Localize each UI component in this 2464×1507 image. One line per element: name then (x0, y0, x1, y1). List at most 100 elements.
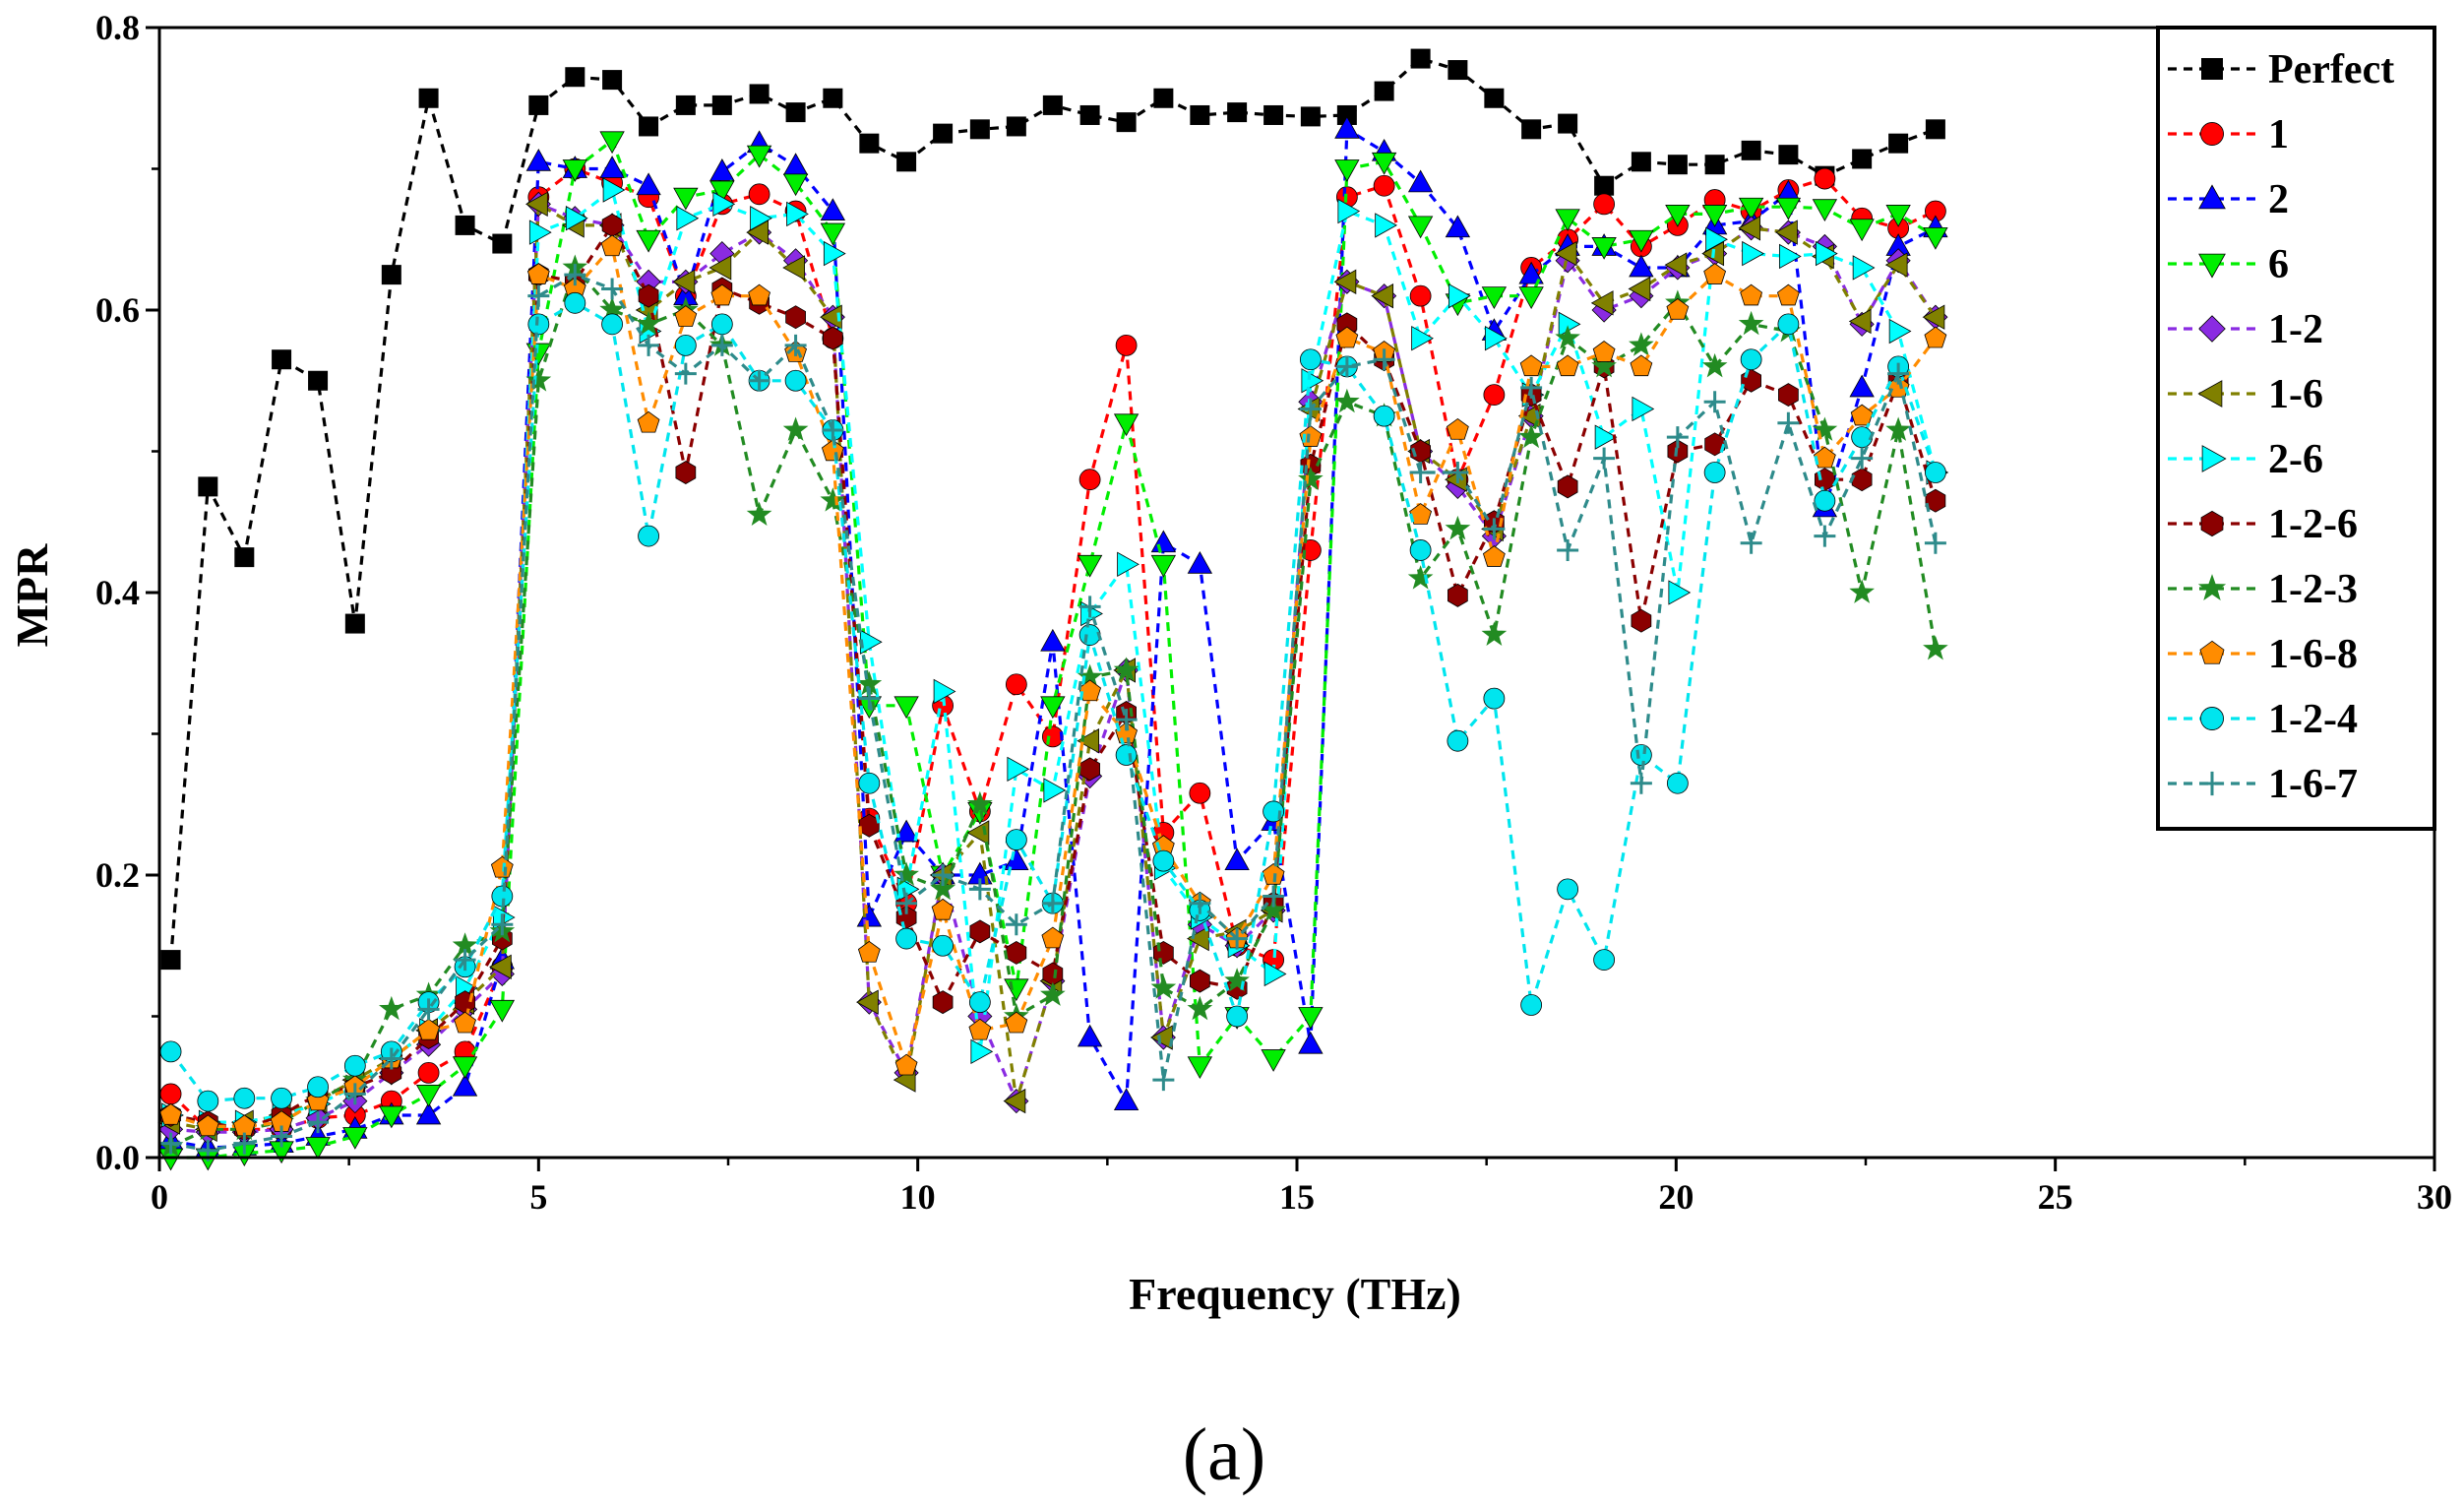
data-point-1-6-7-2 (233, 1132, 256, 1155)
data-point-Perfect-11 (565, 67, 585, 88)
data-point-6-26 (1113, 413, 1140, 437)
data-point-1-36 (1483, 384, 1506, 407)
legend-label-1-2-4: 1-2-4 (2268, 697, 2358, 742)
data-point-1-45 (1814, 167, 1836, 190)
data-point-2-6-33 (1375, 213, 1397, 238)
data-point-2-6-43 (1742, 240, 1764, 267)
data-point-Perfect-48 (1925, 119, 1945, 140)
data-point-Perfect-19 (859, 133, 880, 154)
data-point-Perfect-37 (1521, 119, 1542, 140)
data-point-1-6-38 (1554, 240, 1577, 267)
data-point-1-2-4-26 (1115, 744, 1138, 766)
data-point-1-6-7-26 (1115, 709, 1138, 731)
data-point-1-6-48 (1922, 304, 1945, 330)
data-point-1-6-7-46 (1851, 447, 1874, 470)
legend-marker-1-6-8 (2199, 640, 2225, 664)
data-point-1-2-3-12 (599, 296, 625, 321)
data-point-6-31 (1298, 1007, 1324, 1030)
data-point-1-6-7-27 (1152, 1069, 1175, 1092)
data-point-1-6-8-43 (1740, 283, 1763, 306)
data-point-1-2-6-13 (638, 283, 659, 308)
data-point-1-28 (1189, 782, 1211, 804)
data-point-6-39 (1591, 237, 1617, 260)
data-point-1-2-3-46 (1849, 579, 1875, 603)
legend-label-1-6-7: 1-6-7 (2268, 762, 2358, 807)
data-point-1-2-4-14 (674, 334, 697, 356)
data-point-1-6-37 (1517, 403, 1541, 429)
data-point-1-2-4-4 (307, 1076, 329, 1099)
data-point-Perfect-21 (933, 123, 954, 144)
x-tick-label: 5 (529, 1177, 547, 1217)
data-point-1-2-4-12 (601, 313, 623, 336)
data-point-2-6-46 (1852, 255, 1876, 281)
y-tick-label: 0.0 (95, 1138, 140, 1177)
data-point-2-28 (1187, 550, 1213, 574)
data-point-1-6-8-46 (1850, 404, 1874, 426)
data-point-1-2-3-25 (1077, 663, 1103, 689)
data-point-1-0 (159, 1083, 182, 1105)
data-point-1-6-23 (1003, 1088, 1026, 1114)
data-point-2-29 (1224, 848, 1250, 871)
data-point-1-6-8-34 (1409, 503, 1433, 525)
data-point-1-33 (1373, 174, 1395, 197)
data-point-1-6-7-18 (822, 418, 844, 441)
data-point-2-18 (820, 198, 846, 220)
data-point-1-2-3-28 (1187, 995, 1213, 1021)
data-point-1-2-4-2 (233, 1087, 256, 1109)
data-point-2-6-45 (1815, 240, 1838, 267)
data-point-2-6-26 (1117, 551, 1140, 577)
data-point-1-6-8-24 (1041, 926, 1065, 949)
data-point-1-26 (1115, 334, 1138, 356)
data-point-6-13 (636, 229, 661, 253)
data-point-1-2-4-17 (784, 369, 807, 392)
data-point-1-6-7-24 (1041, 892, 1064, 914)
data-point-1-6-7-6 (380, 1047, 402, 1070)
data-point-2-6-15 (712, 191, 736, 218)
data-point-1-6-8-20 (894, 1053, 918, 1076)
data-point-Perfect-17 (785, 102, 806, 123)
data-point-6-20 (893, 696, 919, 720)
data-point-2-34 (1407, 169, 1434, 193)
data-point-Perfect-14 (675, 94, 696, 115)
data-point-2-19 (856, 904, 883, 927)
data-point-Perfect-9 (492, 233, 513, 254)
data-point-1-6-8-35 (1446, 417, 1469, 440)
data-point-1-6-8-7 (417, 1018, 440, 1040)
legend-marker-2-6 (2201, 445, 2227, 472)
data-point-1-6-7-21 (932, 864, 955, 886)
x-tick-label: 30 (2417, 1177, 2452, 1217)
data-point-1-6-7-30 (1263, 885, 1285, 908)
data-point-Perfect-16 (749, 84, 770, 104)
data-point-1-2-4-39 (1593, 949, 1616, 971)
data-point-Perfect-31 (1300, 106, 1321, 127)
data-point-1-2-4-35 (1447, 729, 1469, 752)
data-point-1-6-8-10 (526, 263, 550, 284)
legend: Perfect 1 2 6 1-2 1-6 2-6 1-2-6 1-2-3 1-6-8 1-2-4 1… (2156, 26, 2436, 831)
data-point-Perfect-44 (1778, 145, 1799, 165)
legend-label-Perfect: Perfect (2268, 47, 2394, 93)
data-point-Perfect-8 (455, 215, 475, 235)
data-point-1-2-4-23 (1005, 829, 1027, 851)
series-1-6-7 (159, 264, 1946, 1162)
data-point-Perfect-28 (1190, 104, 1210, 125)
data-point-6-32 (1334, 159, 1360, 182)
data-point-1-6-15 (708, 255, 732, 281)
data-point-1-2-4-42 (1703, 462, 1726, 483)
data-point-1-16 (748, 183, 770, 206)
data-point-1-6-10 (525, 191, 548, 218)
legend-marker-1-2 (2198, 315, 2226, 343)
data-point-1-6-47 (1884, 252, 1908, 278)
data-point-1-2-4-15 (710, 313, 733, 336)
data-point-6-44 (1775, 197, 1802, 220)
data-point-1-6-8-22 (968, 1018, 992, 1040)
data-point-1-6-7-3 (271, 1125, 293, 1148)
data-point-Perfect-32 (1336, 104, 1357, 125)
data-point-1-2-4-43 (1740, 348, 1762, 371)
data-point-1-2-3-26 (1113, 657, 1140, 681)
data-point-1-2-6-23 (1006, 940, 1027, 965)
data-point-1-2-3-40 (1629, 332, 1654, 356)
data-point-1-6-8-9 (490, 855, 514, 878)
data-point-1-6-7-11 (564, 264, 586, 286)
x-tick-label: 25 (2038, 1177, 2073, 1217)
